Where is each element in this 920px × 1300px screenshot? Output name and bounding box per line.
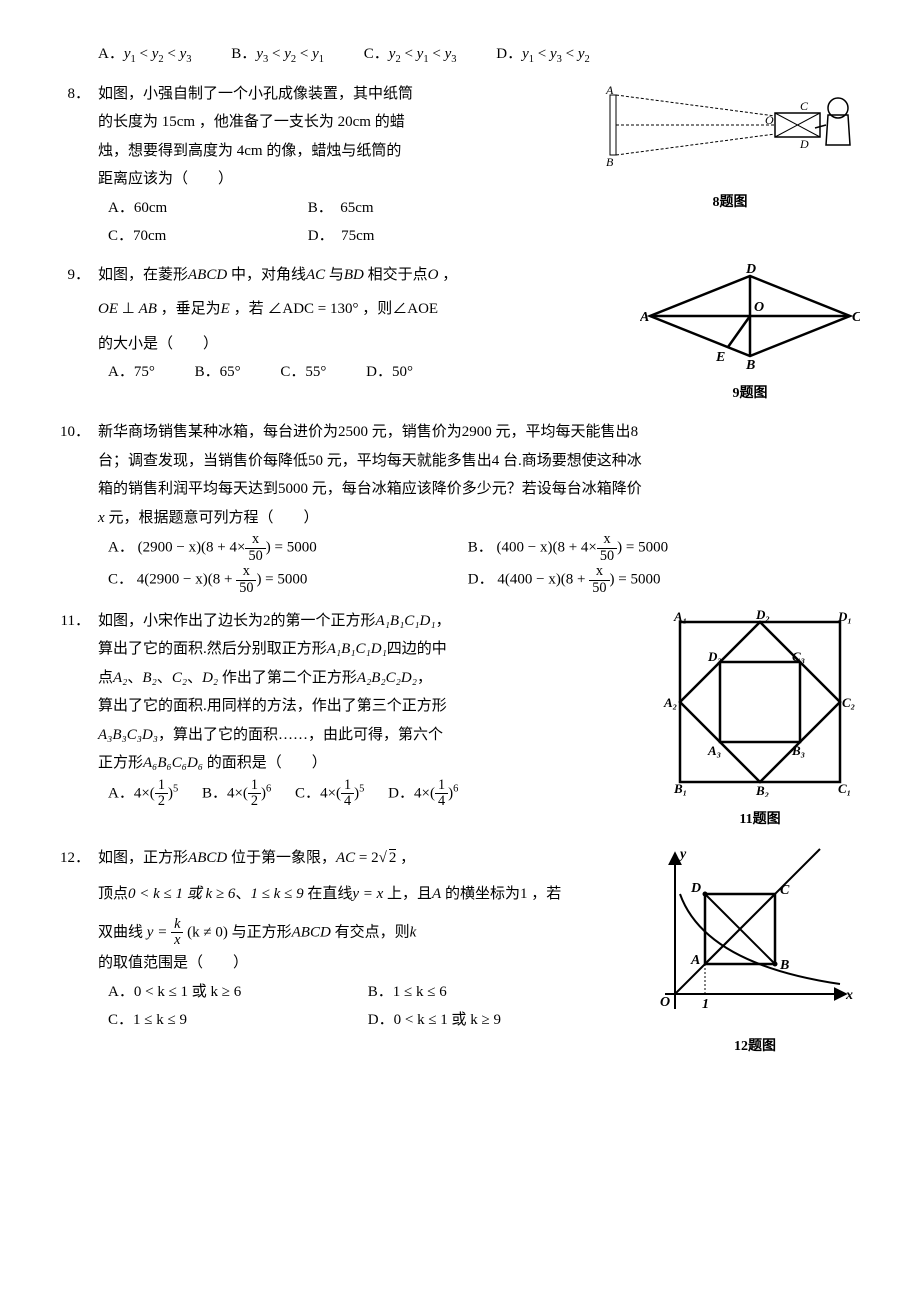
opt-q8-D: D． 75cm — [308, 222, 375, 251]
svg-text:C₃: C₃ — [792, 649, 805, 664]
opt-q12-A: A．0 < k ≤ 1 或 k ≥ 6 — [108, 978, 328, 1007]
svg-text:O: O — [660, 995, 670, 1010]
question-7-options: A．y1 < y2 < y3 B．y3 < y2 < y1 C．y2 < y1 … — [60, 40, 860, 70]
q8-lbl-C: C — [800, 99, 809, 113]
opt-q8-C: C．70cm — [108, 222, 268, 251]
svg-text:D₂: D₂ — [755, 607, 770, 622]
q11-figure-caption: 11题图 — [660, 807, 860, 834]
q8-image-height: 4cm — [237, 143, 263, 159]
svg-text:D₁: D₁ — [837, 609, 852, 624]
q12-number: 12． — [60, 844, 98, 873]
q8-number: 8． — [60, 80, 98, 109]
question-8: 8． 如图，小强自制了一个小孔成像装置，其中纸筒 的长度为 15cm ，他准备了… — [60, 80, 860, 251]
opt-q10-C: C． 4(2900 − x)(8 + x50) = 5000 — [108, 564, 428, 596]
q8-lbl-B: B — [606, 155, 614, 169]
opt-q10-B: B． (400 − x)(8 + 4×x50) = 5000 — [468, 532, 668, 564]
svg-text:B₂: B₂ — [755, 783, 769, 797]
question-11: 11． 如图，小宋作出了边长为2的第一个正方形A₁B₁C₁D₁， 算出了它的面积… — [60, 607, 860, 834]
opt-q7-B: B．y3 < y2 < y1 — [231, 40, 324, 70]
question-9: 9． 如图，在菱形ABCD 中，对角线AC 与BD 相交于点O ， OE ⊥ A… — [60, 261, 860, 408]
opt-q10-A: A． (2900 − x)(8 + 4×x50) = 5000 — [108, 532, 428, 564]
svg-text:C: C — [780, 883, 790, 898]
svg-text:B: B — [745, 358, 755, 371]
opt-q12-B: B．1 ≤ k ≤ 6 — [368, 978, 447, 1007]
opt-q11-A: A．4×(12)5 — [108, 778, 178, 810]
svg-text:O: O — [754, 300, 764, 315]
svg-text:C₂: C₂ — [842, 695, 855, 710]
opt-q8-A: A．60cm — [108, 194, 268, 223]
svg-text:A₁: A₁ — [673, 609, 687, 624]
svg-text:E: E — [715, 350, 725, 365]
q12-figure-caption: 12题图 — [650, 1034, 860, 1061]
question-10: 10． 新华商场销售某种冰箱，每台进价为2500 元，销售价为2900 元，平均… — [60, 418, 860, 597]
svg-text:B₃: B₃ — [791, 743, 805, 758]
q8-candle-length: 20cm — [338, 114, 371, 130]
opt-q11-D: D．4×(14)6 — [388, 778, 458, 810]
q8-lbl-A: A — [605, 83, 614, 97]
q8-figure-caption: 8题图 — [600, 190, 860, 217]
svg-text:A₃: A₃ — [707, 743, 721, 758]
q8-lbl-D: D — [799, 137, 809, 151]
svg-text:1: 1 — [702, 997, 709, 1012]
svg-text:B₁: B₁ — [673, 781, 687, 796]
q8-tube-length: 15cm — [162, 114, 195, 130]
q9-figure: A B C D O E 9题图 — [640, 261, 860, 408]
q12-figure: O x y A B C D 1 12题图 — [650, 844, 860, 1061]
opt-q7-D: D．y1 < y3 < y2 — [496, 40, 590, 70]
opt-q9-A: A．75° — [108, 358, 155, 387]
svg-text:B: B — [779, 958, 789, 973]
opt-q11-C: C．4×(14)5 — [295, 778, 364, 810]
q8-figure: A B C D O 8题图 — [600, 80, 860, 217]
svg-text:C₁: C₁ — [838, 781, 851, 796]
opt-q9-D: D．50° — [366, 358, 413, 387]
q8-lbl-O: O — [765, 113, 774, 127]
opt-q9-B: B．65° — [195, 358, 241, 387]
q9-number: 9． — [60, 261, 98, 290]
svg-text:D: D — [745, 262, 756, 277]
svg-text:A: A — [690, 953, 700, 968]
q10-number: 10． — [60, 418, 98, 447]
svg-text:x: x — [845, 988, 853, 1003]
opt-q7-A: A．y1 < y2 < y3 — [98, 40, 192, 70]
svg-text:D: D — [690, 881, 701, 896]
q11-figure: A₁ B₁ C₁ D₁ A₂ B₂ C₂ D₂ A₃ B₃ C₃ D₃ 11题图 — [660, 607, 860, 834]
opt-q12-D: D．0 < k ≤ 1 或 k ≥ 9 — [368, 1006, 501, 1035]
svg-text:C: C — [852, 310, 860, 325]
svg-text:y: y — [678, 847, 687, 862]
q11-number: 11． — [60, 607, 98, 636]
opt-q12-C: C．1 ≤ k ≤ 9 — [108, 1006, 328, 1035]
opt-q7-C: C．y2 < y1 < y3 — [364, 40, 457, 70]
opt-q11-B: B．4×(12)6 — [202, 778, 271, 810]
opt-q8-B: B． 65cm — [308, 194, 374, 223]
q9-figure-caption: 9题图 — [640, 381, 860, 408]
svg-text:A₂: A₂ — [663, 695, 677, 710]
question-12: 12． 如图，正方形ABCD 位于第一象限，AC = 2√2 ， 顶点0 < k… — [60, 844, 860, 1061]
svg-text:D₃: D₃ — [707, 649, 722, 664]
opt-q9-C: C．55° — [280, 358, 326, 387]
svg-text:A: A — [640, 310, 649, 325]
opt-q10-D: D． 4(400 − x)(8 + x50) = 5000 — [468, 564, 661, 596]
